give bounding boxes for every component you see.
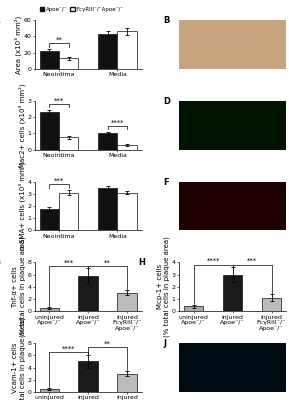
- Text: H: H: [138, 258, 145, 267]
- Text: ***: ***: [54, 97, 64, 103]
- Bar: [59, 192, 78, 230]
- Bar: [40, 308, 59, 311]
- Text: G: G: [0, 258, 1, 267]
- Bar: [117, 293, 137, 311]
- Y-axis label: α-SMA+ cells (x10³ mm²): α-SMA+ cells (x10³ mm²): [18, 162, 26, 250]
- Bar: [117, 192, 137, 230]
- Bar: [223, 274, 242, 311]
- Y-axis label: Area (x10³ mm²): Area (x10³ mm²): [14, 15, 22, 74]
- Bar: [78, 362, 98, 392]
- Text: A: A: [0, 16, 1, 25]
- Legend: Apoe⁻/⁻, FcγRIII⁻/⁻Apoe⁻/⁻: Apoe⁻/⁻, FcγRIII⁻/⁻Apoe⁻/⁻: [38, 5, 126, 14]
- Text: D: D: [163, 97, 170, 106]
- Bar: [117, 374, 137, 392]
- Bar: [40, 112, 59, 150]
- Bar: [117, 32, 137, 69]
- Bar: [59, 58, 78, 69]
- Bar: [98, 34, 117, 69]
- Bar: [184, 306, 203, 311]
- Bar: [59, 138, 78, 150]
- Text: J: J: [163, 339, 166, 348]
- Bar: [78, 276, 98, 311]
- Text: ****: ****: [206, 258, 220, 264]
- Y-axis label: Mac2+ cells (x10³ mm²): Mac2+ cells (x10³ mm²): [18, 83, 26, 168]
- Text: ****: ****: [111, 120, 124, 126]
- Bar: [98, 188, 117, 230]
- Bar: [262, 298, 281, 311]
- Text: **: **: [104, 340, 111, 346]
- Text: ***: ***: [54, 178, 64, 184]
- Bar: [98, 133, 117, 150]
- Bar: [40, 209, 59, 230]
- Text: **: **: [55, 36, 62, 42]
- Y-axis label: Mcp-1+ cells
(% total cells in plaque area): Mcp-1+ cells (% total cells in plaque ar…: [157, 236, 170, 337]
- Text: B: B: [163, 16, 169, 25]
- Bar: [40, 51, 59, 69]
- Bar: [40, 389, 59, 392]
- Text: ***: ***: [64, 260, 74, 266]
- Text: **: **: [104, 260, 111, 266]
- Text: F: F: [163, 178, 169, 187]
- Y-axis label: Tnf-α+ cells
(% total cells in plaque area): Tnf-α+ cells (% total cells in plaque ar…: [12, 236, 26, 337]
- Text: ***: ***: [247, 258, 257, 264]
- Text: ****: ****: [62, 345, 75, 351]
- Bar: [117, 145, 137, 150]
- Y-axis label: Vcam-1+ cells
(% total cells in plaque area): Vcam-1+ cells (% total cells in plaque a…: [12, 317, 26, 400]
